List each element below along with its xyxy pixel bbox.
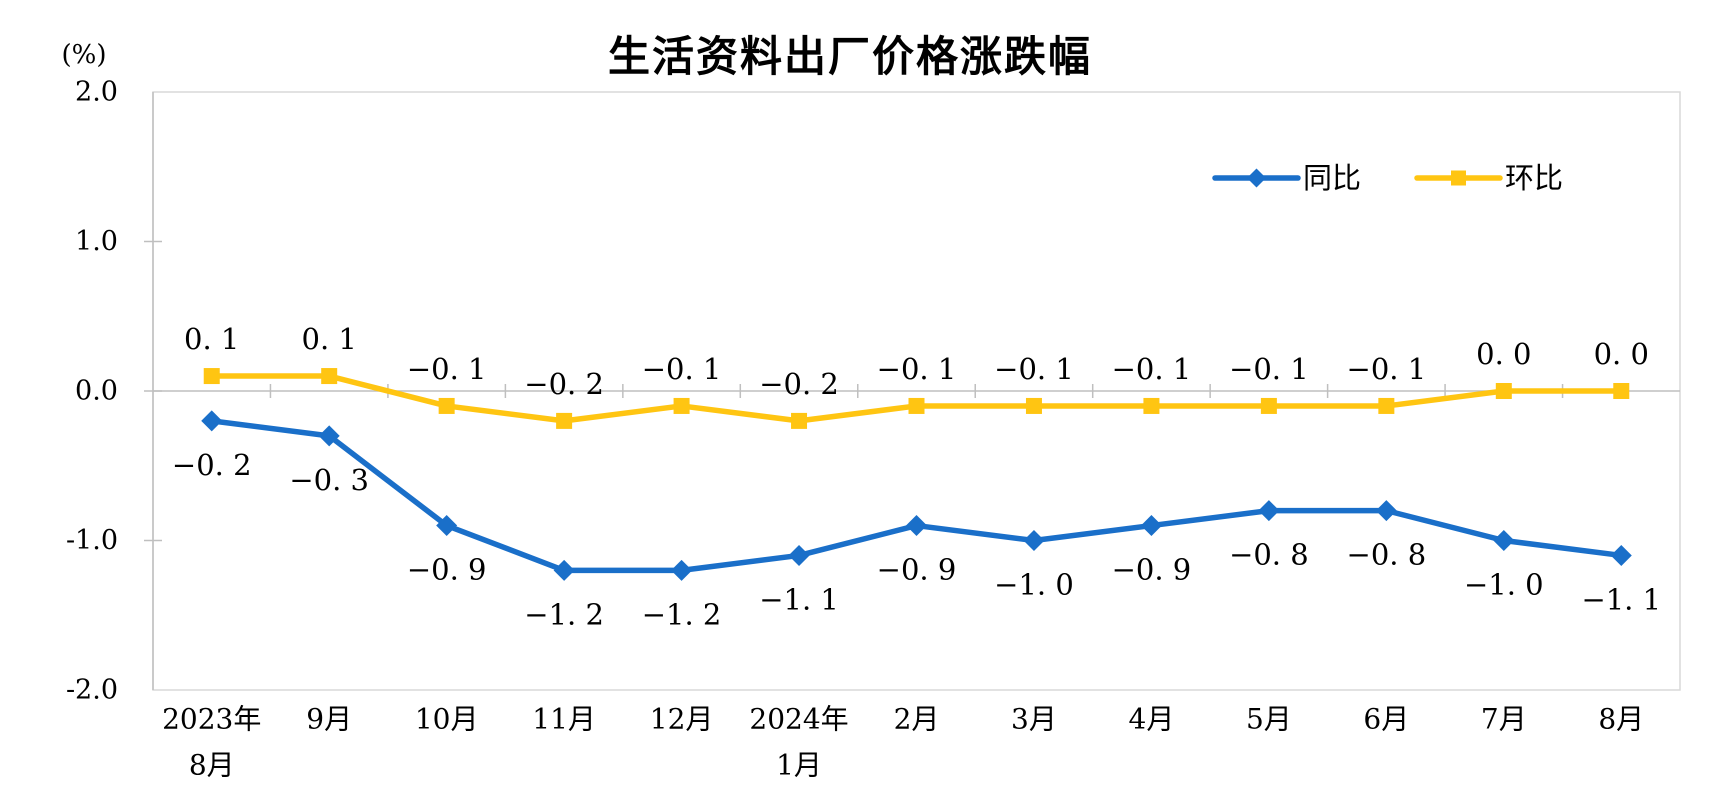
data-point-label: −0. 1 xyxy=(642,352,722,386)
data-point-square-marker xyxy=(673,397,690,414)
data-point-label: −0. 2 xyxy=(524,367,604,401)
data-point-label: −0. 9 xyxy=(877,553,957,587)
data-point-diamond-marker xyxy=(436,515,458,537)
data-point-square-marker xyxy=(908,397,925,414)
data-point-label: 0. 1 xyxy=(302,322,357,356)
x-tick-label: 12月 xyxy=(650,703,714,736)
data-point-diamond-marker xyxy=(1610,544,1632,566)
data-point-label: −0. 3 xyxy=(289,463,369,497)
y-tick-label: 2.0 xyxy=(75,77,118,108)
data-point-diamond-marker xyxy=(553,559,575,581)
data-point-label: −0. 9 xyxy=(1112,553,1192,587)
x-tick-label: 2024年 xyxy=(749,703,848,736)
x-tick-label: 9月 xyxy=(306,703,352,736)
legend-label-huanbi: 环比 xyxy=(1505,161,1563,195)
x-tick-label: 7月 xyxy=(1481,703,1527,736)
data-point-label: −0. 1 xyxy=(1347,352,1427,386)
data-point-label: 0. 1 xyxy=(184,322,239,356)
data-point-square-marker xyxy=(1378,397,1395,414)
data-point-square-marker xyxy=(791,412,808,429)
data-point-diamond-marker xyxy=(1493,530,1515,551)
data-point-square-marker xyxy=(321,368,338,385)
data-point-label: −1. 2 xyxy=(642,597,722,631)
y-tick-label: 1.0 xyxy=(75,226,118,257)
data-point-square-marker xyxy=(1025,397,1042,414)
x-tick-label: 6月 xyxy=(1363,703,1409,736)
data-point-label: −1. 1 xyxy=(1581,582,1661,616)
data-point-label: −0. 1 xyxy=(1229,352,1309,386)
y-axis-unit-label: (%) xyxy=(62,40,107,70)
data-point-label: 0. 0 xyxy=(1476,337,1531,371)
x-tick-label: 11月 xyxy=(532,703,596,736)
data-point-label: −0. 9 xyxy=(407,553,487,587)
data-point-label: −1. 0 xyxy=(994,568,1074,602)
legend-square-marker-icon xyxy=(1451,170,1466,186)
legend-diamond-marker-icon xyxy=(1247,168,1266,188)
data-point-square-marker xyxy=(1260,397,1277,414)
data-point-label: −0. 8 xyxy=(1229,538,1309,572)
x-tick-label: 5月 xyxy=(1246,703,1292,736)
x-tick-label: 3月 xyxy=(1011,703,1057,736)
data-point-diamond-marker xyxy=(1375,500,1397,522)
data-point-label: −1. 2 xyxy=(524,597,604,631)
data-point-label: −0. 2 xyxy=(759,367,839,401)
data-point-label: −0. 8 xyxy=(1347,538,1427,572)
data-point-label: 0. 0 xyxy=(1594,337,1649,371)
data-point-label: −1. 0 xyxy=(1464,568,1544,602)
x-tick-label: 2月 xyxy=(894,703,940,736)
x-tick-label: 1月 xyxy=(776,749,822,782)
y-tick-label: -2.0 xyxy=(66,675,118,706)
data-point-label: −0. 1 xyxy=(1112,352,1192,386)
chart-title: 生活资料出厂价格涨跌幅 xyxy=(608,32,1092,81)
data-point-diamond-marker xyxy=(1140,515,1162,537)
data-point-square-marker xyxy=(1495,383,1512,399)
data-point-diamond-marker xyxy=(906,515,927,537)
legend: 同比 环比 xyxy=(1212,161,1563,195)
data-point-diamond-marker xyxy=(318,425,340,447)
axis-ticks xyxy=(144,240,1564,542)
x-tick-label: 4月 xyxy=(1129,703,1175,736)
data-point-square-marker xyxy=(556,412,573,429)
data-point-label: −0. 1 xyxy=(407,352,487,386)
y-tick-label: 0.0 xyxy=(75,376,118,407)
label-layer: 2.0 1.0 0.0 -1.0 -2.0 2023年 8月 9月 10月 11月 12月 2024年… xyxy=(66,77,1661,782)
data-point-diamond-marker xyxy=(671,559,693,581)
series-layer xyxy=(201,368,1632,581)
data-point-square-marker xyxy=(1613,383,1630,399)
data-point-label: −0. 1 xyxy=(994,352,1074,386)
legend-label-tongbi: 同比 xyxy=(1303,161,1361,195)
data-point-label: −0. 1 xyxy=(877,352,957,386)
data-point-square-marker xyxy=(203,368,220,385)
data-point-square-marker xyxy=(1143,397,1160,414)
x-tick-label: 8月 xyxy=(1598,703,1644,736)
x-tick-label: 2023年 xyxy=(162,703,261,736)
x-tick-label: 8月 xyxy=(189,749,235,782)
data-point-diamond-marker xyxy=(1258,500,1280,522)
y-tick-label: -1.0 xyxy=(66,525,118,556)
data-point-label: −0. 2 xyxy=(172,448,252,482)
data-point-label: −1. 1 xyxy=(759,582,839,616)
x-tick-label: 10月 xyxy=(415,703,479,736)
data-point-diamond-marker xyxy=(788,544,810,566)
data-point-diamond-marker xyxy=(201,410,223,432)
data-point-diamond-marker xyxy=(1023,530,1045,551)
data-point-square-marker xyxy=(438,397,455,414)
